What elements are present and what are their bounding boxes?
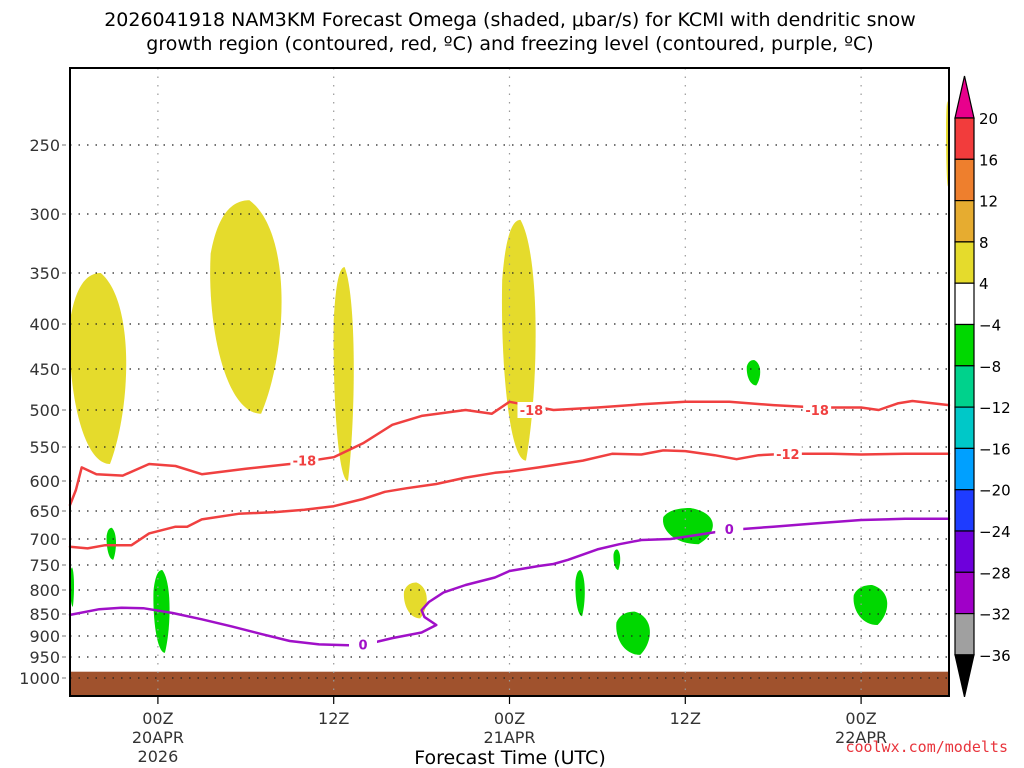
colorbar-bin <box>954 117 975 160</box>
colorbar-bin <box>954 612 975 656</box>
terrain-fill <box>70 671 949 696</box>
omega-shaded-region <box>106 527 116 560</box>
colorbar-bin <box>954 158 975 202</box>
y-tick-label: 450 <box>29 360 60 379</box>
y-axis: 250 300 350 400 450 500 550 600 650 700 750 800 850 9… <box>19 136 66 688</box>
colorbar-tick-label: −24 <box>979 523 1011 541</box>
omega-shaded-region <box>69 273 127 464</box>
colorbar-bin <box>954 447 975 491</box>
contour-label: -12 <box>776 448 800 463</box>
colorbar-bin <box>954 530 975 573</box>
colorbar-tick-label: 8 <box>979 234 989 252</box>
contour-line <box>68 517 951 647</box>
colorbar-bin <box>954 282 975 326</box>
y-tick-label: 900 <box>29 627 60 646</box>
colorbar-upper-arrow <box>954 75 975 119</box>
y-tick-label: 500 <box>29 401 60 420</box>
x-tick-label: 20APR <box>132 728 184 747</box>
y-tick-label: 250 <box>29 136 60 155</box>
y-tick-label: 550 <box>29 438 60 457</box>
colorbar-tick-label: −28 <box>979 564 1011 582</box>
contour-label: 0 <box>358 638 367 653</box>
omega-shaded-region <box>210 200 282 414</box>
colorbar-bin <box>954 406 975 450</box>
y-tick-label: 700 <box>29 530 60 549</box>
y-tick-label: 300 <box>29 205 60 224</box>
credit-text: coolwx.com/modelts <box>845 738 1008 756</box>
contour-label: 0 <box>725 523 734 538</box>
omega-shaded-region <box>853 585 888 625</box>
contour-line <box>68 399 951 507</box>
contour-label: -18 <box>293 455 317 470</box>
contour-label-background <box>715 520 744 537</box>
terrain-layer <box>70 671 949 696</box>
y-tick-label: 950 <box>29 648 60 667</box>
colorbar-tick-label: −12 <box>979 399 1011 417</box>
colorbar-tick-label: 12 <box>979 193 998 211</box>
omega-shaded-region <box>616 611 650 655</box>
omega-shaded-region <box>613 549 621 570</box>
colorbar-tick-label: 4 <box>979 275 989 293</box>
x-tick-label: 12Z <box>670 709 701 728</box>
contour-label-background <box>773 445 802 462</box>
omega-shaded-region <box>501 219 536 461</box>
colorbar-bin <box>954 489 975 532</box>
chart-title-line-1: 2026041918 NAM3KM Forecast Omega (shaded… <box>104 9 916 31</box>
colorbar-tick-label: 20 <box>979 110 998 128</box>
colorbar-tick-label: −36 <box>979 647 1011 665</box>
omega-shaded-region <box>746 360 761 386</box>
colorbar-bin <box>954 323 975 367</box>
colorbar-tick-label: −20 <box>979 482 1011 500</box>
colorbar-lower-arrow <box>954 654 975 698</box>
colorbar-bin <box>954 241 975 284</box>
colorbar-bin <box>954 365 975 408</box>
x-tick-label: 2026 <box>138 747 179 766</box>
contour-label-background <box>290 452 319 469</box>
chart-title-line-2: growth region (contoured, red, ºC) and f… <box>146 33 873 55</box>
colorbar-tick-label: −16 <box>979 440 1011 458</box>
colorbar-tick-label: −8 <box>979 358 1001 376</box>
y-tick-label: 600 <box>29 472 60 491</box>
x-axis-label: Forecast Time (UTC) <box>414 747 605 768</box>
y-tick-label: 1000 <box>19 669 60 688</box>
x-tick-label: 22APR <box>835 728 887 747</box>
y-tick-label: 400 <box>29 315 60 334</box>
y-tick-label: 800 <box>29 581 60 600</box>
x-tick-label: 00Z <box>494 709 525 728</box>
omega-shaded-region <box>333 267 354 481</box>
x-tick-label: 21APR <box>483 728 535 747</box>
contour-label-background <box>803 402 832 418</box>
colorbar-bin <box>954 200 975 243</box>
colorbar-tick-label: 16 <box>979 151 998 169</box>
x-tick-label: 00Z <box>142 709 173 728</box>
contour-label: -18 <box>520 404 544 419</box>
colorbar-tick-label: −4 <box>979 317 1001 335</box>
y-tick-label: 650 <box>29 502 60 521</box>
x-tick-label: 00Z <box>845 709 876 728</box>
contour-label: -18 <box>805 404 829 419</box>
contour-label-background <box>517 402 546 418</box>
omega-shaded-region <box>575 570 585 617</box>
x-tick-label: 12Z <box>318 709 349 728</box>
colorbar-bin <box>954 571 975 615</box>
isotherm-contour-layer: -18 -18 -18 -12 0 0 <box>68 399 951 653</box>
contour-line <box>68 449 951 550</box>
y-tick-label: 750 <box>29 556 60 575</box>
colorbar-legend: 20 16 12 8 4 −4 −8 −12 −16 −20 −24 −28 −32 −36 <box>954 75 1011 698</box>
y-tick-label: 350 <box>29 264 60 283</box>
colorbar-tick-label: −32 <box>979 606 1011 624</box>
contour-label-background <box>349 636 377 653</box>
y-tick-label: 850 <box>29 605 60 624</box>
